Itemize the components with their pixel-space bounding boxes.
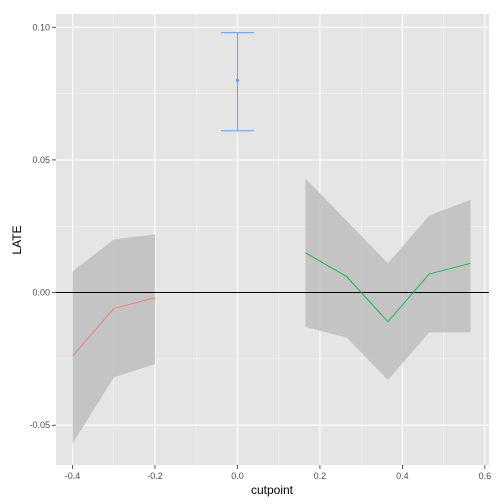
line-series-2: [305, 252, 471, 323]
y-tick-label: 0.10: [32, 22, 50, 32]
y-tick-label: 0.05: [32, 155, 50, 165]
x-tick-label: -0.4: [65, 471, 81, 481]
point-estimate-errorbar: [220, 32, 254, 132]
y-axis-title: LATE: [10, 225, 24, 254]
x-axis-ticks: -0.4 -0.2 0.0 0.2 0.4 0.6: [65, 465, 491, 481]
x-axis-title: cutpoint: [251, 483, 294, 497]
line-series-1: [72, 297, 156, 357]
confidence-ribbons: [72, 178, 471, 444]
x-tick-label: 0.0: [231, 471, 244, 481]
series-lines: [72, 252, 471, 357]
y-tick-label: -0.05: [29, 420, 50, 430]
y-axis-ticks: -0.05 0.00 0.05 0.10: [29, 22, 56, 430]
point-estimate-marker: [235, 78, 240, 82]
grid-minor: [56, 14, 489, 465]
x-tick-label: 0.4: [396, 471, 409, 481]
y-tick-label: 0.00: [32, 288, 50, 298]
x-tick-label: 0.6: [479, 471, 492, 481]
ribbon-series-1: [72, 234, 155, 444]
x-tick-label: -0.2: [147, 471, 163, 481]
x-tick-label: 0.2: [314, 471, 327, 481]
ribbon-series-2: [305, 178, 471, 381]
